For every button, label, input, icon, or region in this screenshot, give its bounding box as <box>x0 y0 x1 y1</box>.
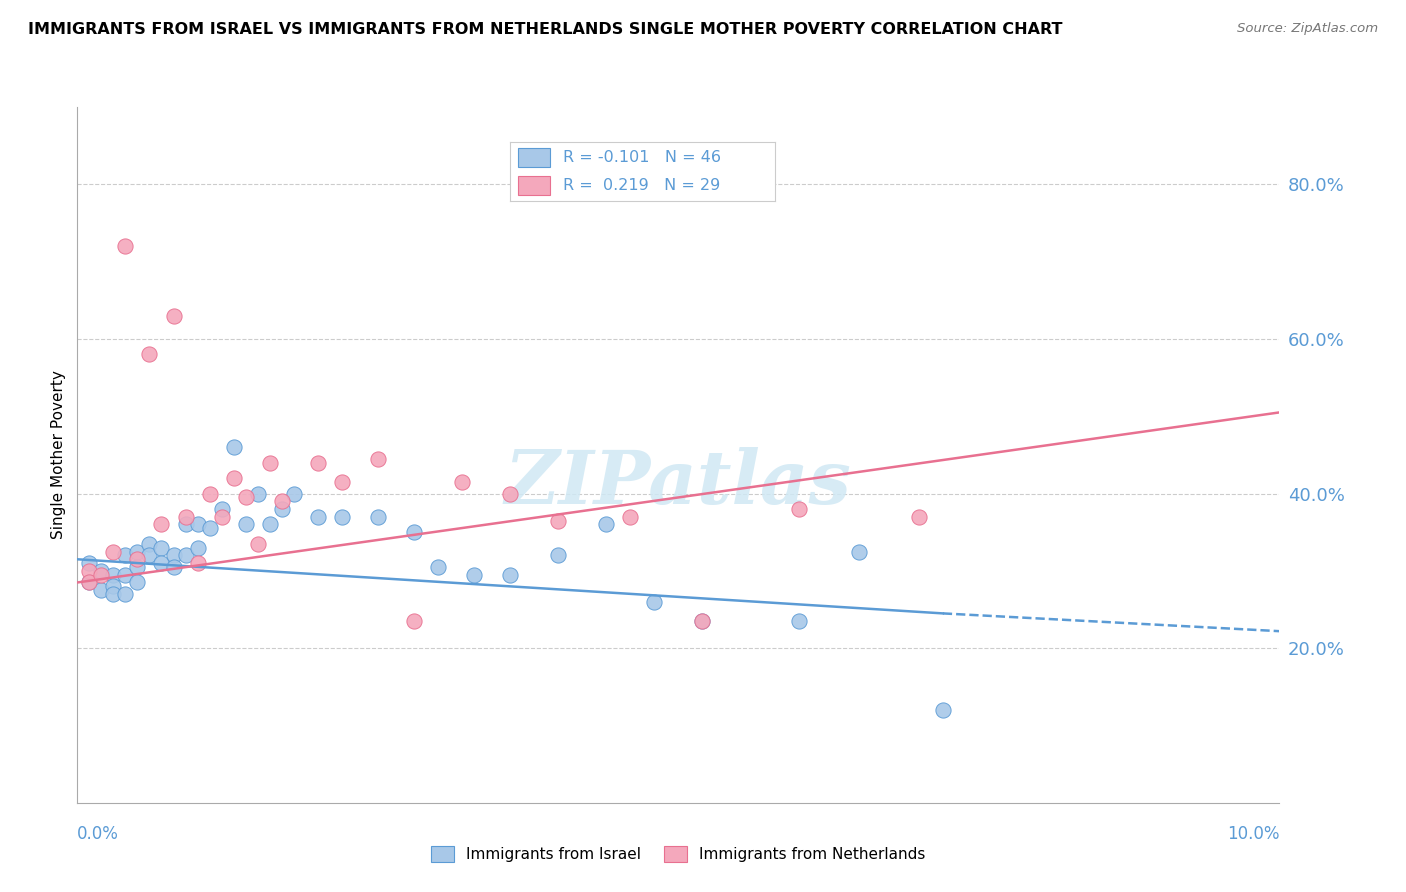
Point <box>692 614 714 628</box>
Point <box>150 556 173 570</box>
Point <box>330 509 353 524</box>
Point <box>79 564 101 578</box>
Point <box>138 347 160 361</box>
Point <box>235 491 257 505</box>
Point <box>330 475 353 489</box>
Point <box>367 509 389 524</box>
Point <box>595 517 617 532</box>
Point <box>114 239 136 253</box>
Point <box>162 549 184 563</box>
Bar <box>517 176 550 195</box>
Point <box>103 587 125 601</box>
Point <box>103 579 125 593</box>
Point <box>127 560 149 574</box>
Point <box>103 567 125 582</box>
Point <box>114 587 136 601</box>
Point <box>186 517 209 532</box>
Point <box>367 451 389 466</box>
Point <box>547 549 569 563</box>
Point <box>643 595 665 609</box>
Point <box>222 471 245 485</box>
Point <box>908 509 931 524</box>
Point <box>90 583 112 598</box>
Point <box>619 509 641 524</box>
Point <box>127 552 149 566</box>
Text: R = -0.101   N = 46: R = -0.101 N = 46 <box>562 150 721 165</box>
Point <box>246 486 269 500</box>
Point <box>162 309 184 323</box>
Point <box>259 456 281 470</box>
Point <box>499 486 522 500</box>
Text: R =  0.219   N = 29: R = 0.219 N = 29 <box>562 178 720 193</box>
Point <box>848 544 870 558</box>
Point <box>127 575 149 590</box>
Point <box>787 502 810 516</box>
Point <box>127 544 149 558</box>
Point <box>211 509 233 524</box>
Point <box>692 614 714 628</box>
Point <box>162 560 184 574</box>
Point <box>932 703 955 717</box>
Legend: Immigrants from Israel, Immigrants from Netherlands: Immigrants from Israel, Immigrants from … <box>425 840 932 868</box>
Point <box>307 456 329 470</box>
Point <box>150 541 173 555</box>
Text: ZIPatlas: ZIPatlas <box>505 447 852 519</box>
Point <box>79 575 101 590</box>
Point <box>138 537 160 551</box>
Point <box>402 525 425 540</box>
Point <box>90 567 112 582</box>
Point <box>79 556 101 570</box>
Point <box>186 541 209 555</box>
Y-axis label: Single Mother Poverty: Single Mother Poverty <box>51 370 66 540</box>
Text: 10.0%: 10.0% <box>1227 825 1279 843</box>
Point <box>114 567 136 582</box>
Point <box>235 517 257 532</box>
Point <box>174 517 197 532</box>
Point <box>150 517 173 532</box>
Point <box>283 486 305 500</box>
Text: IMMIGRANTS FROM ISRAEL VS IMMIGRANTS FROM NETHERLANDS SINGLE MOTHER POVERTY CORR: IMMIGRANTS FROM ISRAEL VS IMMIGRANTS FRO… <box>28 22 1063 37</box>
Point <box>222 440 245 454</box>
Point <box>90 564 112 578</box>
Point <box>211 502 233 516</box>
Point <box>114 549 136 563</box>
Point <box>463 567 485 582</box>
Point <box>270 502 292 516</box>
Point <box>246 537 269 551</box>
Point <box>138 549 160 563</box>
Point <box>174 509 197 524</box>
Point <box>787 614 810 628</box>
Point <box>186 556 209 570</box>
Bar <box>517 148 550 167</box>
Point <box>451 475 474 489</box>
Point <box>174 549 197 563</box>
Point <box>259 517 281 532</box>
Point <box>307 509 329 524</box>
Point <box>427 560 450 574</box>
Text: Source: ZipAtlas.com: Source: ZipAtlas.com <box>1237 22 1378 36</box>
Point <box>198 486 221 500</box>
Point <box>547 514 569 528</box>
Point <box>198 521 221 535</box>
Point <box>402 614 425 628</box>
Point <box>103 544 125 558</box>
Text: 0.0%: 0.0% <box>77 825 120 843</box>
Point <box>79 575 101 590</box>
Point <box>499 567 522 582</box>
Point <box>270 494 292 508</box>
